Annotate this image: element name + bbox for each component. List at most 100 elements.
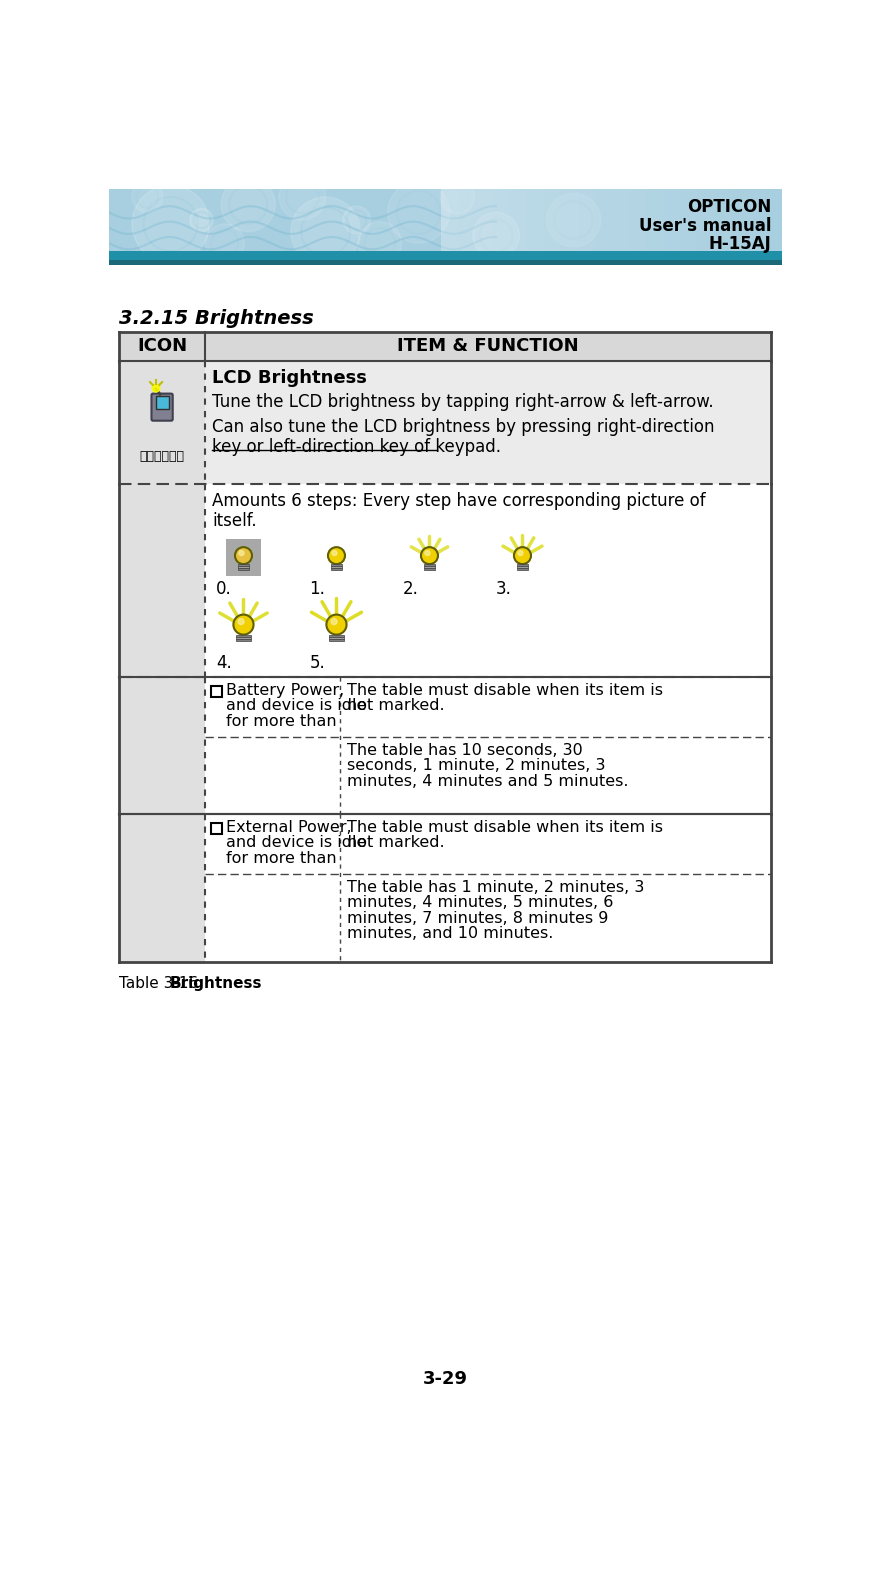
FancyBboxPatch shape bbox=[205, 361, 772, 484]
Text: 5.: 5. bbox=[309, 654, 325, 672]
Text: User's manual: User's manual bbox=[639, 218, 772, 235]
Circle shape bbox=[234, 615, 254, 634]
FancyBboxPatch shape bbox=[237, 566, 249, 568]
Text: 0.: 0. bbox=[216, 580, 232, 598]
FancyBboxPatch shape bbox=[527, 189, 543, 262]
FancyBboxPatch shape bbox=[119, 484, 205, 677]
FancyBboxPatch shape bbox=[205, 484, 772, 677]
FancyBboxPatch shape bbox=[329, 637, 343, 639]
FancyBboxPatch shape bbox=[236, 637, 250, 639]
Text: H-15AJ: H-15AJ bbox=[708, 235, 772, 254]
FancyBboxPatch shape bbox=[646, 189, 663, 262]
FancyBboxPatch shape bbox=[330, 565, 342, 566]
Text: Tune the LCD brightness by tapping right-arrow & left-arrow.: Tune the LCD brightness by tapping right… bbox=[213, 393, 714, 412]
Circle shape bbox=[441, 180, 474, 214]
FancyBboxPatch shape bbox=[561, 189, 578, 262]
Circle shape bbox=[279, 173, 326, 221]
FancyBboxPatch shape bbox=[423, 565, 435, 566]
FancyBboxPatch shape bbox=[109, 251, 782, 260]
Circle shape bbox=[132, 181, 163, 213]
Circle shape bbox=[327, 615, 347, 634]
FancyBboxPatch shape bbox=[680, 189, 697, 262]
FancyBboxPatch shape bbox=[594, 189, 612, 262]
FancyBboxPatch shape bbox=[329, 639, 343, 642]
Text: The table must disable when its item is: The table must disable when its item is bbox=[347, 820, 662, 834]
FancyBboxPatch shape bbox=[237, 568, 249, 569]
Text: for more than: for more than bbox=[227, 714, 337, 729]
Text: The table must disable when its item is: The table must disable when its item is bbox=[347, 683, 662, 697]
Text: key or left-direction key of keypad.: key or left-direction key of keypad. bbox=[213, 438, 501, 456]
FancyBboxPatch shape bbox=[423, 566, 435, 568]
FancyBboxPatch shape bbox=[205, 814, 341, 962]
FancyBboxPatch shape bbox=[423, 568, 435, 569]
Text: External Power,: External Power, bbox=[227, 820, 352, 834]
Circle shape bbox=[358, 222, 401, 265]
FancyBboxPatch shape bbox=[441, 189, 458, 262]
FancyBboxPatch shape bbox=[119, 814, 205, 962]
FancyBboxPatch shape bbox=[663, 189, 680, 262]
FancyBboxPatch shape bbox=[516, 566, 528, 568]
FancyBboxPatch shape bbox=[697, 189, 714, 262]
Text: The table has 1 minute, 2 minutes, 3: The table has 1 minute, 2 minutes, 3 bbox=[347, 880, 644, 894]
FancyBboxPatch shape bbox=[341, 677, 772, 736]
Text: Can also tune the LCD brightness by pressing right-direction: Can also tune the LCD brightness by pres… bbox=[213, 418, 715, 435]
Text: 1.: 1. bbox=[309, 580, 325, 598]
FancyBboxPatch shape bbox=[227, 539, 261, 576]
Circle shape bbox=[132, 186, 209, 262]
FancyBboxPatch shape bbox=[516, 568, 528, 569]
FancyBboxPatch shape bbox=[458, 189, 475, 262]
Text: itself.: itself. bbox=[213, 513, 257, 530]
Circle shape bbox=[473, 213, 520, 259]
FancyBboxPatch shape bbox=[119, 331, 772, 361]
Text: Table 3-16: Table 3-16 bbox=[119, 976, 203, 992]
FancyBboxPatch shape bbox=[151, 394, 173, 421]
Circle shape bbox=[518, 550, 523, 555]
Text: 4.: 4. bbox=[216, 654, 232, 672]
Text: not marked.: not marked. bbox=[347, 699, 444, 713]
FancyBboxPatch shape bbox=[578, 189, 594, 262]
FancyBboxPatch shape bbox=[119, 677, 205, 814]
Circle shape bbox=[205, 224, 244, 262]
Text: not marked.: not marked. bbox=[347, 836, 444, 850]
Text: and device is idle: and device is idle bbox=[227, 836, 367, 850]
Text: minutes, and 10 minutes.: minutes, and 10 minutes. bbox=[347, 926, 553, 941]
Circle shape bbox=[514, 547, 531, 565]
Circle shape bbox=[425, 550, 430, 555]
Circle shape bbox=[235, 547, 252, 565]
FancyBboxPatch shape bbox=[543, 189, 561, 262]
FancyBboxPatch shape bbox=[516, 565, 528, 566]
Text: Brightness: Brightness bbox=[169, 976, 262, 992]
Bar bbox=[211, 686, 222, 697]
Text: Battery Power,: Battery Power, bbox=[227, 683, 345, 697]
FancyBboxPatch shape bbox=[341, 874, 772, 962]
FancyBboxPatch shape bbox=[612, 189, 628, 262]
Text: minutes, 7 minutes, 8 minutes 9: minutes, 7 minutes, 8 minutes 9 bbox=[347, 912, 608, 926]
FancyBboxPatch shape bbox=[236, 639, 250, 642]
Text: seconds, 1 minute, 2 minutes, 3: seconds, 1 minute, 2 minutes, 3 bbox=[347, 759, 605, 773]
Circle shape bbox=[221, 178, 275, 232]
Text: Amounts 6 steps: Every step have corresponding picture of: Amounts 6 steps: Every step have corresp… bbox=[213, 492, 706, 509]
Text: ITEM & FUNCTION: ITEM & FUNCTION bbox=[397, 337, 579, 355]
Text: for more than: for more than bbox=[227, 850, 337, 866]
Text: LCD Brightness: LCD Brightness bbox=[213, 369, 368, 386]
Text: minutes, 4 minutes, 5 minutes, 6: minutes, 4 minutes, 5 minutes, 6 bbox=[347, 896, 613, 910]
Text: 3-29: 3-29 bbox=[423, 1370, 468, 1388]
FancyBboxPatch shape bbox=[156, 396, 169, 408]
Circle shape bbox=[332, 550, 337, 555]
Circle shape bbox=[331, 618, 337, 624]
FancyBboxPatch shape bbox=[205, 677, 341, 814]
FancyBboxPatch shape bbox=[492, 189, 509, 262]
Text: ICON: ICON bbox=[137, 337, 187, 355]
FancyBboxPatch shape bbox=[628, 189, 646, 262]
FancyBboxPatch shape bbox=[509, 189, 527, 262]
Text: バックライト: バックライト bbox=[140, 449, 184, 462]
FancyBboxPatch shape bbox=[330, 568, 342, 569]
FancyBboxPatch shape bbox=[237, 565, 249, 566]
FancyBboxPatch shape bbox=[119, 361, 205, 484]
FancyBboxPatch shape bbox=[475, 189, 492, 262]
Circle shape bbox=[291, 197, 361, 267]
FancyBboxPatch shape bbox=[109, 260, 782, 265]
Text: OPTICON: OPTICON bbox=[687, 199, 772, 216]
Bar bbox=[211, 823, 222, 834]
FancyBboxPatch shape bbox=[329, 634, 343, 637]
